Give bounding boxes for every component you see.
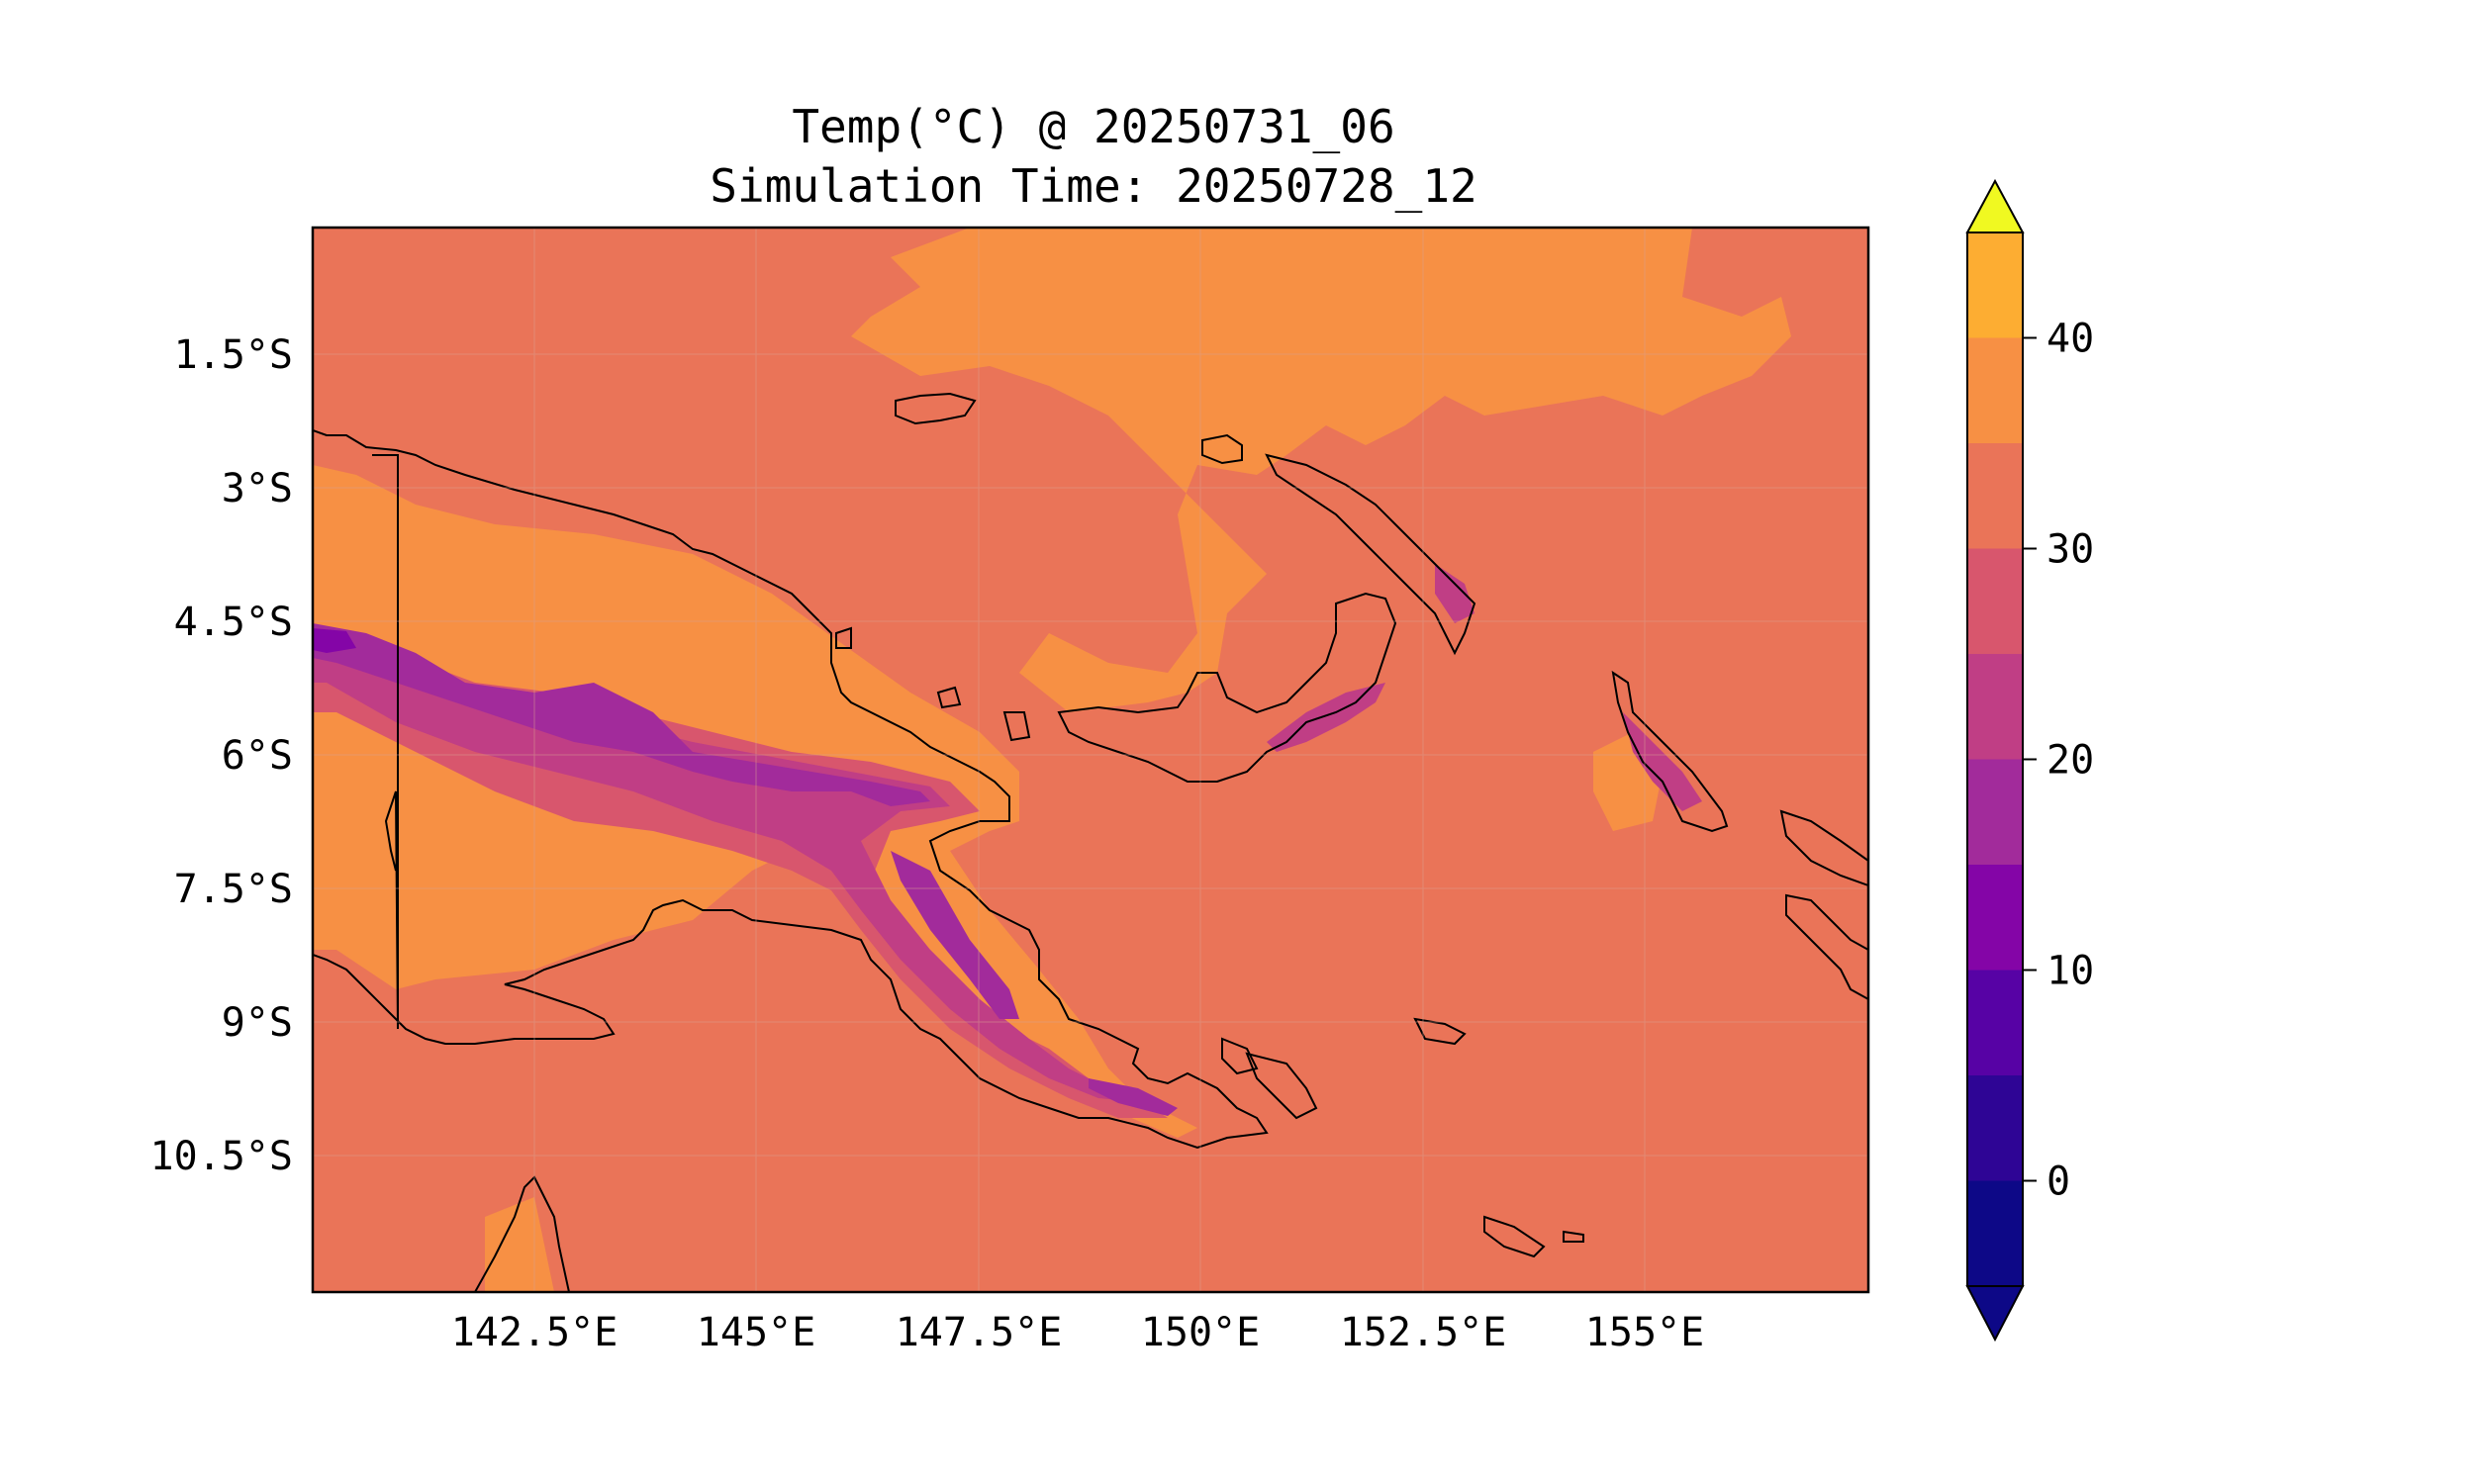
title-line-2: Simulation Time: 20250728_12 [710, 159, 1477, 213]
coastlines [313, 392, 1868, 1292]
colorbar-segment [1967, 337, 2023, 443]
ridge-cold-strip-se [1089, 1078, 1178, 1116]
colorbar-segment [1967, 654, 2023, 760]
colorbar-segment [1967, 865, 2023, 971]
coastline-trobriand [1221, 1037, 1259, 1075]
bougainville-cool-band [1623, 712, 1702, 811]
coastline-umboi [936, 686, 962, 709]
lon-tick-label: 152.5°E [1340, 1310, 1507, 1355]
colorbar-tick-label: 30 [2046, 527, 2094, 573]
map-title: Temp(°C) @ 20250731_06 Simulation Time: … [317, 97, 1870, 216]
coastline-new-hanover [1201, 433, 1243, 465]
colorbar-tick-label: 10 [2046, 949, 2094, 994]
colorbar-segment [1967, 232, 2023, 338]
lon-tick-label: 147.5°E [896, 1310, 1063, 1355]
colorbar-segment [1967, 1075, 2023, 1181]
warm-patch-northeast [1445, 297, 1564, 366]
coastline-rossel [1563, 1230, 1584, 1243]
lon-tick-labels: 142.5°E 145°E 147.5°E 150°E 152.5°E 155°… [451, 1310, 1705, 1355]
coastline-new-britain [1057, 592, 1397, 783]
title-line-1: Temp(°C) @ 20250731_06 [792, 100, 1395, 153]
map-plot-area [313, 228, 1868, 1292]
colorbar: 0 10 20 30 40 [1965, 178, 2094, 1343]
colorbar-ticks: 0 10 20 30 40 [2023, 317, 2094, 1205]
mainland-coldest-spot [313, 628, 356, 653]
border-indonesia-png [372, 454, 399, 1030]
coastline-new-ireland [1265, 453, 1476, 656]
lat-tick-label: 9°S [222, 1000, 293, 1046]
warm-plume-north [821, 228, 1791, 712]
colorbar-tick-label: 40 [2046, 317, 2094, 362]
lat-tick-label: 4.5°S [174, 600, 293, 645]
lon-tick-label: 150°E [1141, 1310, 1260, 1355]
colorbar-segment [1967, 759, 2023, 865]
colorbar-extend-high [1965, 178, 2025, 233]
lat-tick-label: 7.5°S [174, 867, 293, 912]
colorbar-tick-label: 0 [2046, 1159, 2070, 1205]
coastline-louisiade [1483, 1215, 1546, 1258]
coastline-karkar [835, 626, 852, 649]
ridge-cold-strip [891, 851, 1019, 1019]
colorbar-segment [1967, 443, 2023, 549]
coastline-solomons-2 [1785, 893, 1868, 1001]
coastline-long-island [1002, 711, 1031, 742]
lat-tick-label: 1.5°S [174, 332, 293, 378]
coastline-manus [895, 392, 977, 425]
coastline-bougainville [1611, 670, 1729, 833]
mainland-cold-core [313, 623, 930, 806]
lat-tick-label: 6°S [222, 733, 293, 779]
colorbar-segment [1967, 970, 2023, 1075]
new-ireland-cool-band [1435, 564, 1475, 623]
colorbar-segments [1967, 232, 2023, 1286]
lat-tick-label: 10.5°S [150, 1134, 294, 1179]
lon-tick-label: 142.5°E [451, 1310, 618, 1355]
coastline-mainland [313, 429, 1269, 1150]
colorbar-segment [1967, 548, 2023, 654]
colorbar-extend-low [1965, 1285, 2025, 1343]
map-frame [311, 226, 1870, 1294]
colorbar-tick-label: 20 [2046, 738, 2094, 784]
coastline-dentrecasteaux [1245, 1052, 1318, 1120]
lat-tick-label: 3°S [222, 466, 293, 511]
lon-tick-label: 145°E [697, 1310, 815, 1355]
graticule [313, 228, 1868, 1292]
warm-patch-sw [485, 1197, 554, 1292]
coastline-solomons-1 [1779, 809, 1868, 887]
lat-tick-labels: 1.5°S 3°S 4.5°S 6°S 7.5°S 9°S 10.5°S [150, 332, 294, 1179]
mainland-cool-band [313, 643, 1148, 1103]
new-britain-cool-band [1267, 683, 1385, 752]
colorbar-segment [1967, 1180, 2023, 1286]
lon-tick-label: 155°E [1585, 1310, 1704, 1355]
